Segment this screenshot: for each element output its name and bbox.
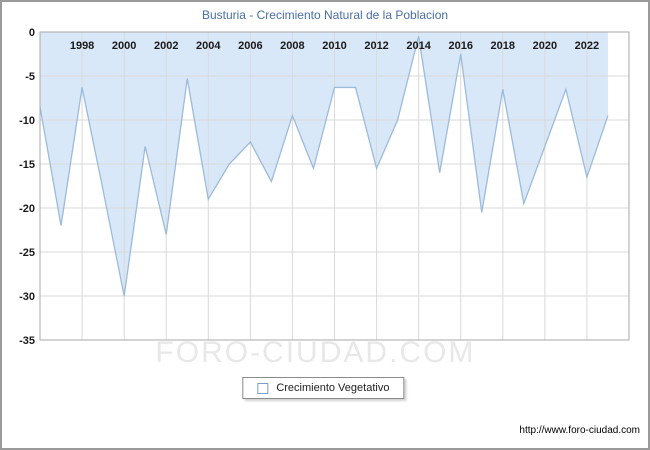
footer-link[interactable]: http://www.foro-ciudad.com <box>519 425 640 436</box>
y-tick-label: -30 <box>19 291 35 303</box>
x-tick-label: 2022 <box>575 40 599 52</box>
x-tick-label: 2018 <box>491 40 515 52</box>
x-tick-label: 2000 <box>112 40 136 52</box>
chart-title: Busturia - Crecimiento Natural de la Pob… <box>201 8 449 22</box>
x-tick-label: 2014 <box>406 40 431 52</box>
x-tick-label: 2006 <box>238 40 262 52</box>
watermark: FORO-CIUDAD.COM <box>155 336 476 369</box>
series-line <box>39 36 609 297</box>
y-tick-label: 0 <box>29 27 35 39</box>
legend-marker-icon[interactable] <box>257 382 269 394</box>
x-tick-label: 2004 <box>196 40 221 52</box>
y-tick-label: -35 <box>19 335 35 347</box>
legend: Crecimiento Vegetativo <box>242 377 405 399</box>
y-tick-label: -20 <box>19 203 35 215</box>
x-tick-label: 1998 <box>70 40 94 52</box>
x-tick-label: 2012 <box>364 40 388 52</box>
x-tick-label: 2008 <box>280 40 304 52</box>
legend-label[interactable]: Crecimiento Vegetativo <box>276 382 390 394</box>
plot-border <box>39 31 630 341</box>
y-tick-label: -25 <box>19 247 35 259</box>
x-tick-label: 2016 <box>448 40 472 52</box>
x-tick-label: 2020 <box>533 40 557 52</box>
x-tick-label: 2002 <box>154 40 178 52</box>
area-fill <box>40 32 608 296</box>
y-tick-label: -5 <box>25 71 35 83</box>
y-tick-label: -10 <box>19 115 35 127</box>
y-tick-label: -15 <box>19 159 35 171</box>
x-tick-label: 2010 <box>322 40 346 52</box>
